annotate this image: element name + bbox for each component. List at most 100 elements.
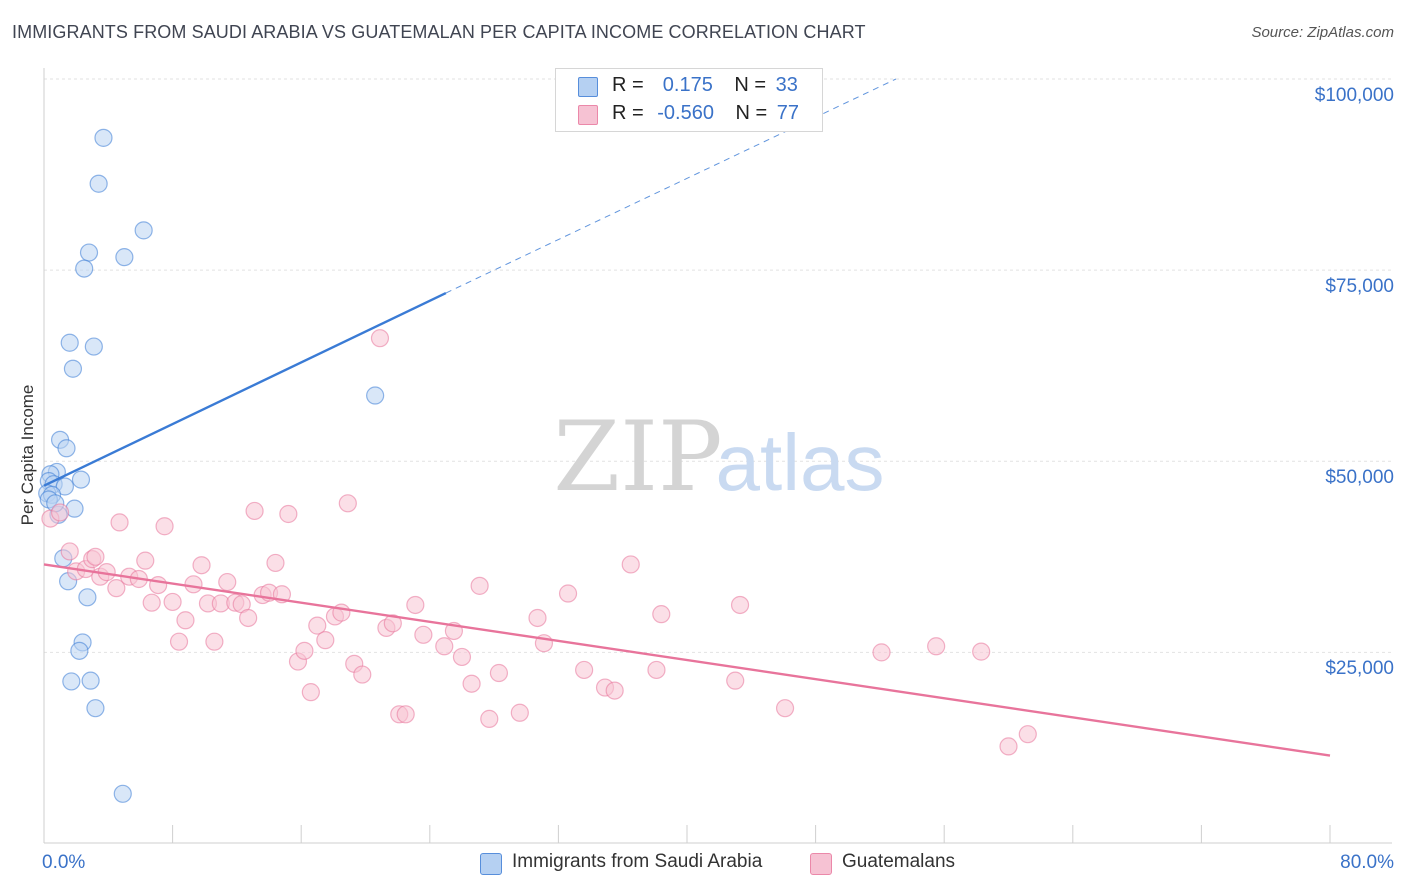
point-guatemalan: [383, 614, 402, 633]
y-tick-label: $75,000: [1325, 276, 1394, 298]
point-guatemalan: [927, 637, 946, 656]
data-points: [38, 128, 1037, 803]
point-saudi: [79, 243, 99, 262]
point-guatemalan: [301, 683, 320, 702]
point-guatemalan: [149, 575, 168, 595]
legend-swatch-saudi: [578, 77, 598, 97]
point-saudi: [70, 641, 89, 660]
point-saudi: [134, 221, 153, 240]
watermark: ZIP atlas: [553, 401, 884, 513]
point-guatemalan: [726, 671, 745, 690]
correlation-legend: R = 0.175 N = 33 R = -0.560 N = 77: [555, 68, 823, 132]
point-guatemalan: [295, 641, 314, 660]
x-tick-label-min: 0.0%: [42, 852, 86, 873]
point-guatemalan: [266, 553, 285, 573]
point-guatemalan: [279, 504, 298, 524]
point-guatemalan: [462, 674, 481, 693]
point-saudi: [60, 333, 79, 352]
watermark-atlas: atlas: [716, 418, 885, 507]
legend-label-saudi: Immigrants from Saudi Arabia: [512, 851, 763, 872]
legend-text-guatemalan: R = -0.560 N = 77: [612, 102, 799, 125]
point-saudi: [78, 588, 97, 607]
point-guatemalan: [489, 663, 509, 683]
point-guatemalan: [1018, 725, 1037, 744]
point-guatemalan: [872, 643, 891, 662]
legend-item-saudi: Immigrants from Saudi Arabia: [480, 851, 763, 875]
point-saudi: [89, 174, 108, 193]
point-guatemalan: [245, 501, 264, 521]
point-saudi: [94, 128, 113, 147]
point-guatemalan: [510, 703, 529, 722]
legend-r-value: 0.175: [657, 74, 713, 96]
point-guatemalan: [470, 576, 489, 595]
point-guatemalan: [136, 551, 155, 570]
point-guatemalan: [370, 329, 390, 348]
legend-item-guatemalan: Guatemalans: [810, 851, 956, 875]
point-guatemalan: [999, 737, 1018, 756]
source-label: Source: ZipAtlas.com: [1251, 24, 1394, 41]
legend-r-label: R =: [612, 74, 644, 96]
point-saudi: [63, 359, 83, 378]
point-guatemalan: [972, 642, 991, 661]
point-guatemalan: [621, 555, 640, 574]
point-guatemalan: [86, 547, 105, 566]
point-guatemalan: [218, 572, 237, 592]
point-saudi: [366, 386, 385, 405]
trend-line-guatemalan: [43, 563, 1331, 757]
point-guatemalan: [353, 665, 372, 684]
y-tick-label: $100,000: [1314, 85, 1394, 106]
legend-swatch-guatemalan: [810, 853, 832, 875]
y-tick-label: $25,000: [1325, 658, 1394, 680]
grid-lines: [44, 78, 1392, 653]
point-saudi: [62, 672, 81, 691]
point-guatemalan: [110, 513, 129, 532]
point-guatemalan: [50, 503, 70, 522]
point-saudi: [81, 671, 100, 690]
watermark-zip: ZIP: [553, 401, 722, 513]
point-guatemalan: [142, 593, 161, 612]
point-guatemalan: [155, 517, 174, 536]
point-saudi: [57, 439, 76, 458]
point-saudi: [84, 337, 103, 356]
point-guatemalan: [338, 494, 357, 513]
point-guatemalan: [169, 632, 189, 651]
axes: [43, 68, 1392, 844]
point-guatemalan: [414, 625, 433, 644]
point-guatemalan: [60, 542, 79, 561]
point-saudi: [113, 784, 132, 803]
point-guatemalan: [452, 647, 472, 667]
legend-swatch-guatemalan: [578, 105, 598, 125]
point-saudi: [115, 248, 134, 267]
point-guatemalan: [163, 592, 182, 612]
point-guatemalan: [730, 595, 750, 615]
point-saudi: [86, 699, 105, 718]
point-guatemalan: [308, 616, 327, 635]
trend-lines: [43, 78, 1331, 757]
y-tick-label: $50,000: [1325, 467, 1394, 489]
point-guatemalan: [396, 705, 415, 724]
point-saudi: [71, 470, 91, 489]
point-guatemalan: [316, 631, 335, 650]
legend-label-guatemalan: Guatemalans: [842, 851, 956, 872]
legend-n-label: N =: [734, 74, 767, 96]
legend-r-value: -0.560: [657, 102, 714, 124]
point-guatemalan: [480, 709, 499, 728]
legend-n-value: 33: [775, 74, 798, 96]
point-guatemalan: [605, 681, 624, 700]
point-guatemalan: [652, 605, 671, 624]
point-guatemalan: [435, 637, 454, 656]
legend-n-label: N =: [735, 102, 768, 124]
point-guatemalan: [205, 632, 224, 651]
point-guatemalan: [558, 584, 578, 603]
point-saudi: [55, 477, 74, 496]
point-guatemalan: [406, 595, 425, 615]
legend-n-value: 77: [776, 102, 800, 124]
point-guatemalan: [647, 660, 666, 680]
point-guatemalan: [107, 579, 126, 598]
legend-text-saudi: R = 0.175 N = 33: [612, 74, 798, 97]
legend-swatch-saudi: [480, 853, 502, 875]
y-axis-label: Per Capita Income: [18, 384, 37, 526]
legend-r-label: R =: [612, 102, 644, 124]
point-guatemalan: [192, 556, 211, 575]
